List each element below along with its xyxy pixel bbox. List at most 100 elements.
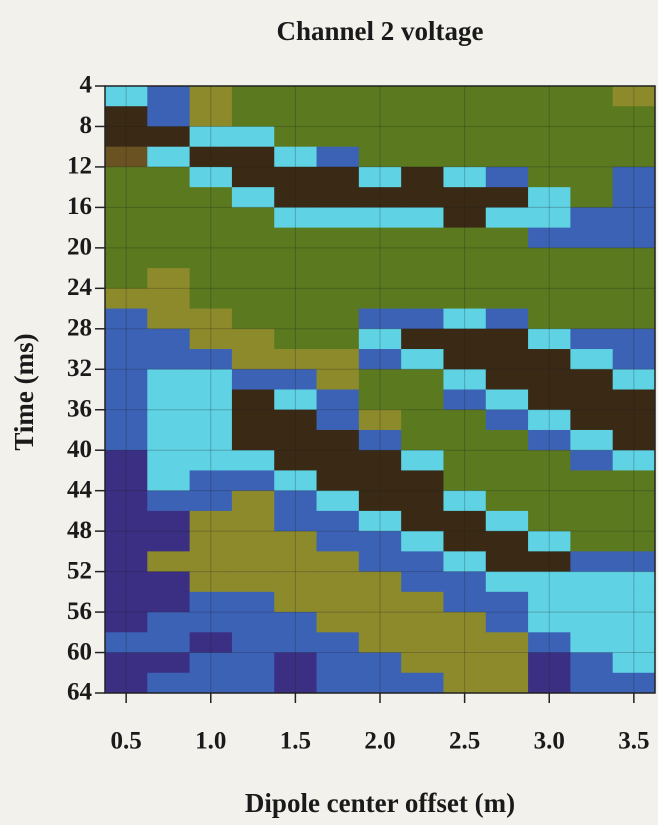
heatmap-cell xyxy=(105,591,148,613)
heatmap-cell xyxy=(528,227,571,249)
heatmap-cell xyxy=(147,612,191,633)
heatmap-cell xyxy=(570,490,614,512)
heatmap-cell xyxy=(316,86,360,107)
heatmap-cell xyxy=(612,632,656,654)
heatmap-cell xyxy=(274,288,318,310)
heatmap-cell xyxy=(189,166,233,188)
heatmap-cell xyxy=(612,288,656,310)
heatmap-cell xyxy=(528,632,571,654)
heatmap-cell xyxy=(231,632,275,654)
heatmap-cell xyxy=(528,86,571,107)
heatmap-cell xyxy=(274,612,318,633)
heatmap-cell xyxy=(570,187,614,208)
heatmap-cell xyxy=(443,86,487,107)
y-tick-label: 20 xyxy=(67,234,92,261)
heatmap-cell xyxy=(401,612,444,633)
heatmap-cell xyxy=(485,490,529,512)
heatmap-cell xyxy=(485,328,529,350)
heatmap-cell xyxy=(401,308,444,330)
heatmap-cell xyxy=(485,268,529,289)
heatmap-cell xyxy=(147,146,191,168)
heatmap-cell xyxy=(147,490,191,512)
heatmap-cell xyxy=(316,268,360,289)
heatmap-cell xyxy=(274,146,318,168)
heatmap-cell xyxy=(274,632,318,654)
heatmap-cell xyxy=(105,349,148,370)
heatmap-cell xyxy=(528,652,571,674)
heatmap-cell xyxy=(570,652,614,674)
heatmap-cell xyxy=(612,571,656,593)
heatmap-cell xyxy=(105,308,148,330)
heatmap-cell xyxy=(401,207,444,229)
heatmap-cell xyxy=(358,551,402,573)
heatmap-cell xyxy=(358,409,402,431)
heatmap-cell xyxy=(189,389,233,411)
heatmap-cell xyxy=(401,369,444,390)
heatmap-cell xyxy=(274,207,318,229)
heatmap-cell xyxy=(231,450,275,471)
heatmap-cell xyxy=(274,166,318,188)
heatmap-cell xyxy=(274,126,318,148)
heatmap-cell xyxy=(612,187,656,208)
heatmap-cell xyxy=(401,389,444,411)
heatmap-cell xyxy=(231,612,275,633)
heatmap-cell xyxy=(231,531,275,552)
heatmap-cell xyxy=(528,308,571,330)
heatmap-cell xyxy=(316,551,360,573)
heatmap-cell xyxy=(274,571,318,593)
heatmap-cell xyxy=(105,247,148,269)
heatmap-cell xyxy=(358,369,402,390)
heatmap-cell xyxy=(570,126,614,148)
heatmap-cell xyxy=(316,126,360,148)
heatmap-cell xyxy=(401,490,444,512)
heatmap-cell xyxy=(231,227,275,249)
heatmap-cell xyxy=(147,349,191,370)
heatmap-cell xyxy=(189,86,233,107)
heatmap-cell xyxy=(189,106,233,127)
heatmap-cell xyxy=(231,652,275,674)
heatmap-cell xyxy=(189,652,233,674)
heatmap-cell xyxy=(147,531,191,552)
heatmap-cell xyxy=(443,207,487,229)
heatmap-cell xyxy=(274,510,318,532)
heatmap-cell xyxy=(147,429,191,451)
heatmap-cell xyxy=(105,207,148,229)
heatmap-cell xyxy=(316,187,360,208)
heatmap-cell xyxy=(316,166,360,188)
heatmap-cell xyxy=(612,207,656,229)
heatmap-cell xyxy=(612,612,656,633)
heatmap-cell xyxy=(358,86,402,107)
y-tick-label: 48 xyxy=(67,517,92,544)
heatmap-cell xyxy=(528,470,571,492)
heatmap-cell xyxy=(443,591,487,613)
y-tick-label: 12 xyxy=(67,153,92,180)
heatmap-cell xyxy=(612,591,656,613)
heatmap-cell xyxy=(485,308,529,330)
y-tick-label: 32 xyxy=(67,355,92,382)
heatmap-cell xyxy=(105,612,148,633)
heatmap-cell xyxy=(316,450,360,471)
heatmap-cell xyxy=(316,672,360,694)
heatmap-cell xyxy=(189,429,233,451)
heatmap-cell xyxy=(570,207,614,229)
heatmap-cell xyxy=(401,187,444,208)
heatmap-cell xyxy=(570,166,614,188)
heatmap-cell xyxy=(274,672,318,694)
heatmap-cell xyxy=(105,571,148,593)
heatmap-cell xyxy=(401,591,444,613)
heatmap-cell xyxy=(612,369,656,390)
x-tick-label: 3.5 xyxy=(618,728,649,755)
heatmap-cell xyxy=(443,531,487,552)
heatmap-cell xyxy=(528,268,571,289)
heatmap-cell xyxy=(401,328,444,350)
heatmap-cell xyxy=(358,308,402,330)
heatmap-cell xyxy=(528,551,571,573)
heatmap-cell xyxy=(231,187,275,208)
heatmap-cell xyxy=(443,409,487,431)
heatmap-cell xyxy=(105,227,148,249)
heatmap-cell xyxy=(105,268,148,289)
heatmap-cell xyxy=(147,106,191,127)
heatmap-cell xyxy=(231,470,275,492)
heatmap-cell xyxy=(189,126,233,148)
heatmap-cell xyxy=(189,470,233,492)
